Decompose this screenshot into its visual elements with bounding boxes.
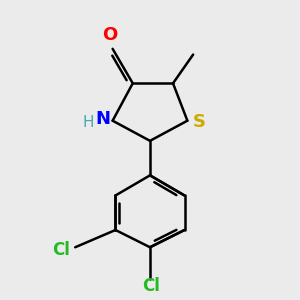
- Text: Cl: Cl: [52, 241, 70, 259]
- Text: H: H: [82, 115, 94, 130]
- Text: Cl: Cl: [142, 277, 160, 295]
- Text: N: N: [95, 110, 110, 128]
- Text: O: O: [102, 26, 117, 44]
- Text: S: S: [192, 113, 206, 131]
